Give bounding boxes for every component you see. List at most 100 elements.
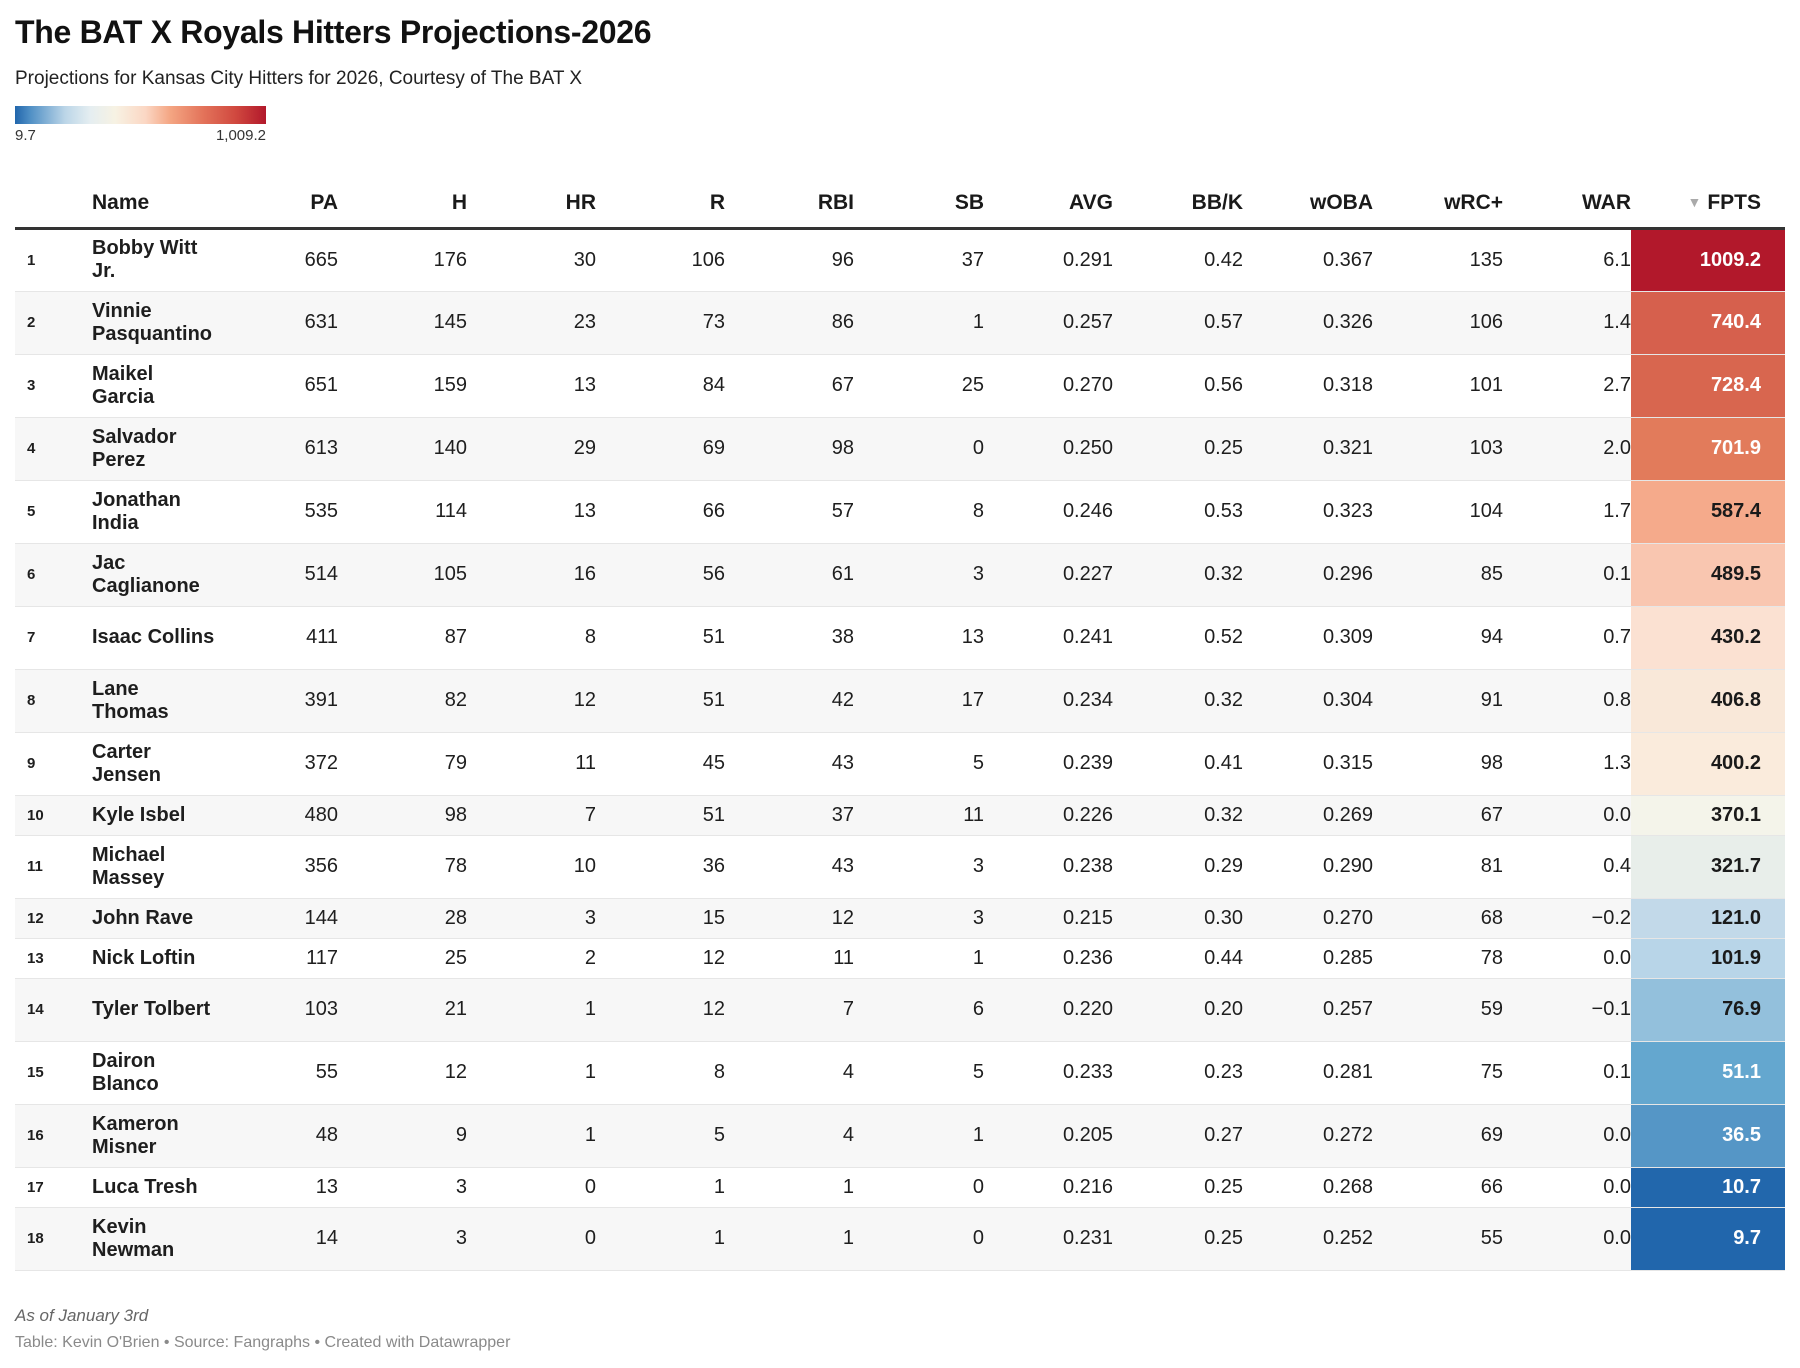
cell-rbi: 11 bbox=[725, 938, 854, 979]
cell-name: Luca Tresh bbox=[80, 1167, 230, 1208]
cell-rbi: 7 bbox=[725, 978, 854, 1042]
column-header-avg[interactable]: AVG bbox=[1069, 191, 1113, 215]
table-row: 10 Kyle Isbel 480 98 7 51 37 11 0.226 0.32 0.269 67… bbox=[15, 795, 1785, 836]
cell-avg: 0.291 bbox=[984, 228, 1113, 292]
cell-hr: 11 bbox=[467, 732, 596, 796]
column-header-wrc[interactable]: wRC+ bbox=[1444, 191, 1503, 215]
cell-h: 98 bbox=[338, 795, 467, 836]
cell-wrc: 75 bbox=[1373, 1041, 1503, 1105]
column-header-rank[interactable] bbox=[15, 180, 80, 228]
cell-rank: 18 bbox=[15, 1207, 80, 1271]
cell-pa: 356 bbox=[230, 835, 338, 899]
cell-h: 28 bbox=[338, 898, 467, 939]
cell-bbk: 0.57 bbox=[1113, 291, 1243, 355]
cell-woba: 0.315 bbox=[1243, 732, 1373, 796]
column-header-rbi[interactable]: RBI bbox=[817, 191, 854, 215]
cell-rbi: 4 bbox=[725, 1104, 854, 1168]
cell-fpts: 587.4 bbox=[1631, 480, 1785, 544]
cell-hr: 2 bbox=[467, 938, 596, 979]
cell-bbk: 0.52 bbox=[1113, 606, 1243, 670]
cell-rank: 9 bbox=[15, 732, 80, 796]
legend-min-label: 9.7 bbox=[15, 127, 36, 144]
cell-woba: 0.285 bbox=[1243, 938, 1373, 979]
cell-wrc: 91 bbox=[1373, 669, 1503, 733]
cell-avg: 0.205 bbox=[984, 1104, 1113, 1168]
table-row: 1 Bobby Witt Jr. 665 176 30 106 96 37 0.291 0.42 0… bbox=[15, 228, 1785, 292]
cell-pa: 48 bbox=[230, 1104, 338, 1168]
cell-pa: 651 bbox=[230, 354, 338, 418]
cell-rbi: 43 bbox=[725, 732, 854, 796]
column-header-woba[interactable]: wOBA bbox=[1310, 191, 1373, 215]
cell-hr: 7 bbox=[467, 795, 596, 836]
cell-avg: 0.215 bbox=[984, 898, 1113, 939]
cell-woba: 0.326 bbox=[1243, 291, 1373, 355]
cell-h: 78 bbox=[338, 835, 467, 899]
table-row: 15 Dairon Blanco 55 12 1 8 4 5 0.233 0.23 0.281 75 0… bbox=[15, 1041, 1785, 1105]
cell-name: Kyle Isbel bbox=[80, 795, 230, 836]
cell-woba: 0.296 bbox=[1243, 543, 1373, 607]
cell-rbi: 86 bbox=[725, 291, 854, 355]
cell-r: 1 bbox=[596, 1167, 725, 1208]
cell-bbk: 0.53 bbox=[1113, 480, 1243, 544]
cell-woba: 0.318 bbox=[1243, 354, 1373, 418]
color-legend: 9.7 1,009.2 bbox=[15, 106, 266, 144]
cell-h: 140 bbox=[338, 417, 467, 481]
cell-bbk: 0.56 bbox=[1113, 354, 1243, 418]
cell-rbi: 38 bbox=[725, 606, 854, 670]
cell-woba: 0.321 bbox=[1243, 417, 1373, 481]
cell-bbk: 0.27 bbox=[1113, 1104, 1243, 1168]
cell-war: −0.1 bbox=[1503, 978, 1631, 1042]
cell-r: 56 bbox=[596, 543, 725, 607]
cell-name: Nick Loftin bbox=[80, 938, 230, 979]
cell-war: −0.2 bbox=[1503, 898, 1631, 939]
cell-fpts: 728.4 bbox=[1631, 354, 1785, 418]
cell-war: 6.1 bbox=[1503, 228, 1631, 292]
column-header-r[interactable]: R bbox=[709, 191, 725, 215]
cell-pa: 103 bbox=[230, 978, 338, 1042]
cell-war: 0.0 bbox=[1503, 795, 1631, 836]
cell-h: 87 bbox=[338, 606, 467, 670]
cell-fpts: 400.2 bbox=[1631, 732, 1785, 796]
cell-name: Isaac Collins bbox=[80, 606, 230, 670]
cell-bbk: 0.32 bbox=[1113, 795, 1243, 836]
column-header-sb[interactable]: SB bbox=[954, 191, 984, 215]
cell-hr: 0 bbox=[467, 1207, 596, 1271]
cell-rank: 13 bbox=[15, 938, 80, 979]
column-header-hr[interactable]: HR bbox=[565, 191, 596, 215]
column-header-pa[interactable]: PA bbox=[310, 191, 338, 215]
cell-rank: 4 bbox=[15, 417, 80, 481]
column-header-h[interactable]: H bbox=[451, 191, 467, 215]
column-header-bbk[interactable]: BB/K bbox=[1191, 191, 1243, 215]
cell-war: 0.0 bbox=[1503, 1167, 1631, 1208]
table-row: 3 Maikel Garcia 651 159 13 84 67 25 0.270 0.56 0.3… bbox=[15, 354, 1785, 418]
column-header-name[interactable]: Name bbox=[92, 191, 150, 215]
cell-pa: 631 bbox=[230, 291, 338, 355]
cell-war: 1.4 bbox=[1503, 291, 1631, 355]
cell-pa: 55 bbox=[230, 1041, 338, 1105]
column-header-fpts[interactable]: ▼ FPTS bbox=[1687, 191, 1761, 215]
cell-pa: 13 bbox=[230, 1167, 338, 1208]
cell-pa: 411 bbox=[230, 606, 338, 670]
cell-avg: 0.246 bbox=[984, 480, 1113, 544]
cell-rank: 17 bbox=[15, 1167, 80, 1208]
cell-r: 8 bbox=[596, 1041, 725, 1105]
cell-woba: 0.367 bbox=[1243, 228, 1373, 292]
cell-h: 79 bbox=[338, 732, 467, 796]
cell-fpts: 406.8 bbox=[1631, 669, 1785, 733]
cell-rbi: 37 bbox=[725, 795, 854, 836]
cell-bbk: 0.20 bbox=[1113, 978, 1243, 1042]
cell-fpts: 36.5 bbox=[1631, 1104, 1785, 1168]
cell-hr: 10 bbox=[467, 835, 596, 899]
cell-woba: 0.272 bbox=[1243, 1104, 1373, 1168]
cell-sb: 13 bbox=[854, 606, 984, 670]
cell-avg: 0.236 bbox=[984, 938, 1113, 979]
cell-wrc: 104 bbox=[1373, 480, 1503, 544]
chart-title: The BAT X Royals Hitters Projections-202… bbox=[15, 14, 652, 50]
cell-name: Vinnie Pasquantino bbox=[80, 291, 230, 355]
column-header-war[interactable]: WAR bbox=[1582, 191, 1631, 215]
cell-rank: 8 bbox=[15, 669, 80, 733]
cell-avg: 0.226 bbox=[984, 795, 1113, 836]
cell-name: John Rave bbox=[80, 898, 230, 939]
cell-pa: 514 bbox=[230, 543, 338, 607]
cell-bbk: 0.25 bbox=[1113, 1167, 1243, 1208]
